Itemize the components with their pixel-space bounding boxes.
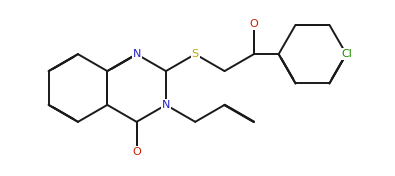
Text: O: O [250,19,258,29]
Text: O: O [132,147,141,157]
Text: Cl: Cl [341,49,352,59]
Text: N: N [132,49,141,59]
Text: S: S [192,49,199,59]
Text: N: N [162,100,170,110]
